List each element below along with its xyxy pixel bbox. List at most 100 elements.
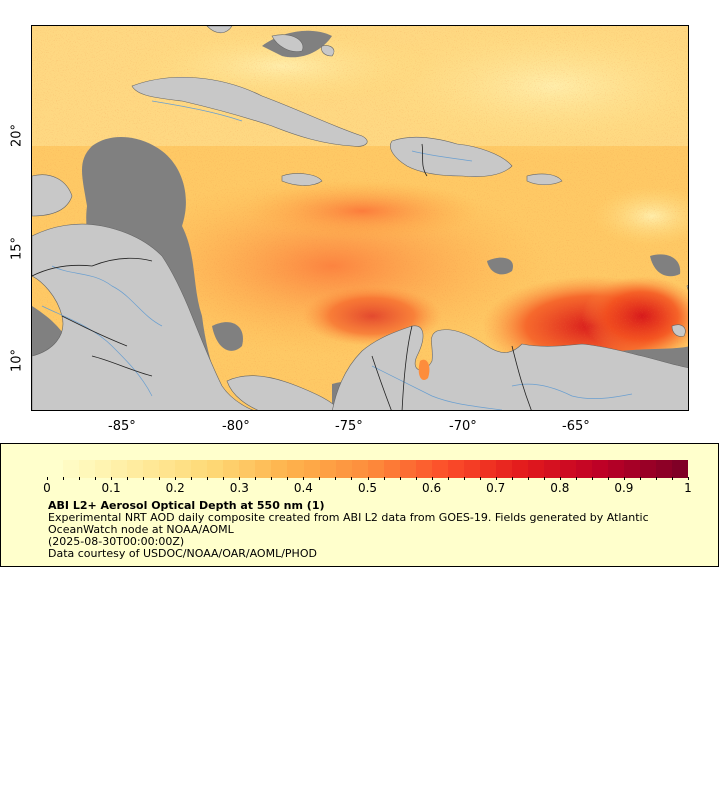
colorbar-tick xyxy=(191,477,193,480)
colorbar-tick xyxy=(287,477,289,480)
colorbar-tick xyxy=(223,477,225,480)
colorbar-tick xyxy=(351,477,353,480)
colorbar-swatch xyxy=(576,460,593,478)
colorbar-swatch xyxy=(672,460,689,478)
rivers xyxy=(41,100,633,410)
colorbar-swatch xyxy=(431,460,448,478)
colorbar-swatch xyxy=(207,460,224,478)
legend-text: ABI L2+ Aerosol Optical Depth at 550 nm … xyxy=(48,500,688,560)
map-frame xyxy=(31,25,689,411)
colorbar-swatch xyxy=(63,460,80,478)
colorbar-swatch xyxy=(415,460,432,478)
legend-credit: Data courtesy of USDOC/NOAA/OAR/AOML/PHO… xyxy=(48,547,317,560)
colorbar-tick-label: 0.1 xyxy=(101,481,121,495)
colorbar-swatch xyxy=(560,460,577,478)
lon-tick-neg85: -85° xyxy=(108,419,136,434)
puerto-rico xyxy=(526,173,563,186)
colorbar-tick xyxy=(495,477,497,480)
colorbar-swatch xyxy=(127,460,144,478)
colorbar-tick xyxy=(575,477,577,480)
colorbar-tick xyxy=(655,477,657,480)
colorbar-swatch xyxy=(159,460,176,478)
colorbar-tick xyxy=(143,477,145,480)
colorbar-swatch xyxy=(479,460,496,478)
colorbar-swatch xyxy=(608,460,625,478)
colorbar-tick xyxy=(415,477,417,480)
colorbar-tick xyxy=(607,477,609,480)
lat-tick-20: 20° xyxy=(9,123,25,148)
lon-tick-neg70: -70° xyxy=(449,419,477,434)
colorbar-swatch xyxy=(351,460,368,478)
colorbar-tick-label: 0.7 xyxy=(486,481,506,495)
lon-tick-neg65: -65° xyxy=(562,419,590,434)
colorbar-swatch xyxy=(640,460,657,478)
colorbar-tick xyxy=(319,477,321,480)
colorbar-swatch xyxy=(223,460,240,478)
colorbar-tick xyxy=(463,477,465,480)
colorbar-tick-label: 0.6 xyxy=(422,481,442,495)
colorbar-tick-label: 0.5 xyxy=(357,481,378,495)
colorbar-tick xyxy=(399,477,401,480)
colorbar-swatch xyxy=(527,460,544,478)
cuba xyxy=(131,77,368,147)
colorbar-tick xyxy=(111,477,113,480)
lon-tick-neg75: -75° xyxy=(335,419,363,434)
colorbar-tick xyxy=(175,477,177,480)
legend-title: ABI L2+ Aerosol Optical Depth at 550 nm … xyxy=(48,499,325,512)
colorbar xyxy=(47,460,689,478)
colorbar-tick xyxy=(335,477,337,480)
colorbar-swatch xyxy=(79,460,96,478)
colorbar-tick xyxy=(511,477,513,480)
colorbar-tick xyxy=(95,477,97,480)
colorbar-tick xyxy=(367,477,369,480)
legend-description: Experimental NRT AOD daily composite cre… xyxy=(48,511,649,536)
colorbar-tick xyxy=(543,477,545,480)
colorbar-tick xyxy=(623,477,625,480)
jamaica xyxy=(281,173,323,186)
colorbar-tick xyxy=(431,477,433,480)
colorbar-swatch xyxy=(319,460,336,478)
colorbar-swatch xyxy=(447,460,464,478)
colorbar-tick xyxy=(559,477,561,480)
colorbar-tick-label: 0.2 xyxy=(165,481,185,495)
legend-timestamp: (2025-08-30T00:00:00Z) xyxy=(48,535,185,548)
south-america xyxy=(332,325,688,410)
colorbar-swatch xyxy=(111,460,128,478)
colorbar-tick xyxy=(159,477,161,480)
colorbar-tick xyxy=(79,477,81,480)
colorbar-swatch xyxy=(383,460,400,478)
colorbar-swatch xyxy=(191,460,208,478)
colorbar-tick xyxy=(479,477,481,480)
colorbar-tick-label: 0 xyxy=(43,481,51,495)
colorbar-tick xyxy=(271,477,273,480)
colorbar-swatch xyxy=(271,460,288,478)
hispaniola xyxy=(390,137,513,177)
colorbar-swatch xyxy=(543,460,560,478)
colorbar-swatch xyxy=(303,460,320,478)
lon-tick-neg80: -80° xyxy=(222,419,250,434)
colorbar-tick xyxy=(688,477,689,480)
colorbar-swatch xyxy=(335,460,352,478)
colorbar-tick-label: 0.3 xyxy=(229,481,249,495)
colorbar-tick-label: 0.8 xyxy=(550,481,570,495)
colorbar-swatch xyxy=(592,460,609,478)
colorbar-tick xyxy=(639,477,641,480)
colorbar-swatch xyxy=(656,460,673,478)
central-america xyxy=(32,223,254,410)
lat-tick-15: 15° xyxy=(9,236,25,261)
colorbar-swatch xyxy=(399,460,416,478)
country-borders xyxy=(32,143,532,410)
land-masses xyxy=(32,26,688,410)
colorbar-swatch xyxy=(367,460,384,478)
colorbar-tick-label: 1 xyxy=(684,481,692,495)
aod-map xyxy=(32,26,688,410)
colorbar-swatch xyxy=(624,460,641,478)
colorbar-swatch xyxy=(463,460,480,478)
colorbar-tick xyxy=(127,477,129,480)
colorbar-tick xyxy=(527,477,529,480)
colorbar-swatch xyxy=(495,460,512,478)
colorbar-tick xyxy=(383,477,385,480)
colorbar-tick xyxy=(239,477,241,480)
colorbar-swatch xyxy=(255,460,272,478)
colorbar-swatch xyxy=(143,460,160,478)
